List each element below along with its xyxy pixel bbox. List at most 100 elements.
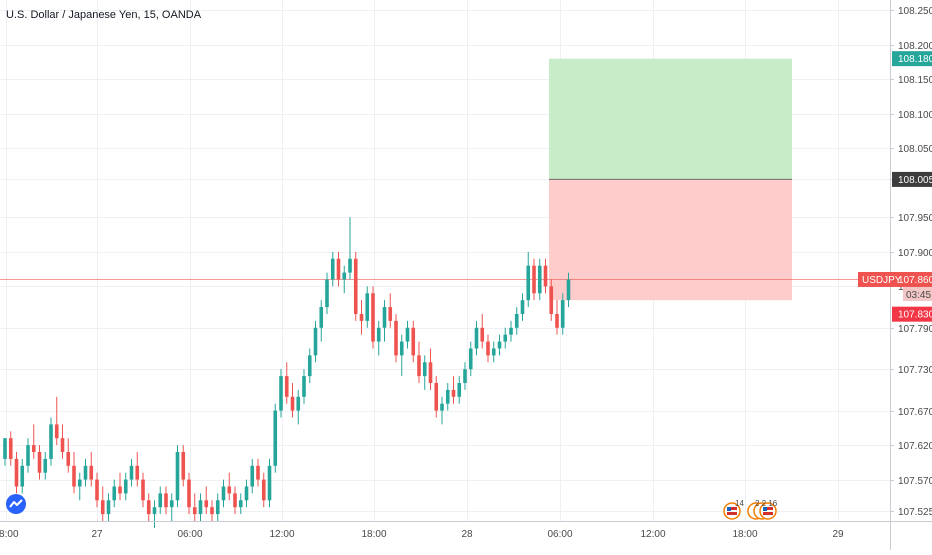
candle[interactable] [135, 451, 140, 487]
candle[interactable] [532, 258, 536, 301]
candle[interactable] [238, 493, 243, 515]
candle[interactable] [555, 300, 559, 335]
candle[interactable] [181, 445, 186, 487]
candle[interactable] [233, 486, 237, 515]
candle[interactable] [296, 389, 301, 425]
candle[interactable] [428, 348, 433, 390]
candle[interactable] [451, 376, 456, 404]
candle[interactable] [371, 286, 375, 349]
candle[interactable] [336, 251, 341, 287]
candle[interactable] [382, 300, 387, 342]
economic-event-marker-group[interactable]: 2 2 16 [747, 499, 778, 520]
candle[interactable] [146, 493, 151, 521]
candle[interactable] [503, 327, 508, 349]
candle[interactable] [417, 341, 421, 383]
candle[interactable] [60, 424, 65, 459]
candle[interactable] [463, 362, 467, 390]
candle[interactable] [158, 486, 163, 515]
candle[interactable] [54, 396, 59, 446]
candle[interactable] [256, 458, 260, 487]
candle[interactable] [273, 403, 278, 473]
candle[interactable] [319, 300, 324, 342]
candle[interactable] [89, 451, 94, 487]
candle[interactable] [491, 341, 496, 363]
stop-loss-zone[interactable] [549, 179, 792, 301]
candle[interactable] [192, 493, 197, 521]
candle[interactable] [83, 458, 88, 487]
candle[interactable] [313, 320, 318, 363]
candle[interactable] [3, 438, 7, 466]
candle[interactable] [474, 320, 479, 356]
candle[interactable] [497, 334, 502, 356]
candle[interactable] [31, 424, 36, 459]
candle[interactable] [348, 217, 352, 280]
tradingview-logo[interactable] [6, 494, 26, 514]
candle[interactable] [359, 300, 364, 335]
candle[interactable] [440, 396, 444, 425]
candle[interactable] [95, 472, 99, 508]
candle[interactable] [526, 251, 531, 308]
candle[interactable] [8, 431, 13, 466]
candle[interactable] [353, 251, 358, 321]
candle[interactable] [520, 293, 525, 321]
candle[interactable] [342, 265, 347, 294]
candle[interactable] [543, 258, 548, 294]
candle[interactable] [152, 500, 157, 528]
candle[interactable] [77, 472, 82, 501]
candle[interactable] [100, 486, 105, 521]
take-profit-zone[interactable] [549, 58, 792, 180]
candle[interactable] [221, 479, 226, 508]
candle[interactable] [394, 313, 398, 363]
candle[interactable] [210, 500, 214, 521]
candle[interactable] [457, 376, 462, 404]
candle[interactable] [169, 493, 174, 521]
time-axis[interactable]: 18:00 27 06:00 12:00 18:00 28 06:00 12:00 18:00 2… [0, 529, 844, 540]
candle[interactable] [43, 451, 48, 480]
candle[interactable] [399, 334, 404, 377]
candle[interactable] [284, 362, 289, 404]
candle[interactable] [112, 479, 117, 508]
candle[interactable] [141, 472, 145, 508]
candle[interactable] [290, 382, 295, 418]
candle[interactable] [227, 472, 232, 501]
candle[interactable] [468, 341, 473, 377]
candle[interactable] [215, 493, 220, 521]
candle[interactable] [434, 376, 439, 418]
candle[interactable] [514, 307, 519, 335]
long-position-tool[interactable] [549, 58, 792, 301]
economic-event-marker[interactable]: 14 [723, 499, 744, 520]
candle[interactable] [376, 320, 381, 356]
candle[interactable] [204, 486, 209, 515]
candle[interactable] [72, 451, 76, 494]
candle[interactable] [175, 445, 180, 508]
candle[interactable] [267, 458, 272, 508]
candle[interactable] [118, 472, 122, 501]
candle[interactable] [388, 293, 393, 328]
candle[interactable] [66, 438, 71, 473]
candle[interactable] [486, 334, 490, 363]
candle[interactable] [302, 369, 306, 404]
candle[interactable] [509, 320, 513, 342]
candle[interactable] [106, 493, 111, 521]
candle[interactable] [279, 369, 283, 418]
candle[interactable] [560, 293, 565, 335]
candle[interactable] [365, 286, 370, 328]
candle[interactable] [164, 486, 168, 515]
candle[interactable] [129, 458, 134, 487]
candle[interactable] [422, 355, 427, 390]
candle[interactable] [480, 313, 485, 349]
candle[interactable] [566, 272, 571, 308]
candle[interactable] [198, 493, 203, 521]
candle[interactable] [244, 479, 249, 508]
candle[interactable] [250, 458, 255, 494]
candle[interactable] [549, 279, 554, 321]
candle[interactable] [307, 348, 312, 383]
candle[interactable] [537, 258, 542, 301]
candle[interactable] [445, 382, 450, 411]
candle[interactable] [49, 417, 53, 466]
candle[interactable] [37, 445, 42, 480]
candle[interactable] [325, 272, 329, 314]
candle[interactable] [123, 472, 128, 501]
candle[interactable] [20, 458, 25, 494]
